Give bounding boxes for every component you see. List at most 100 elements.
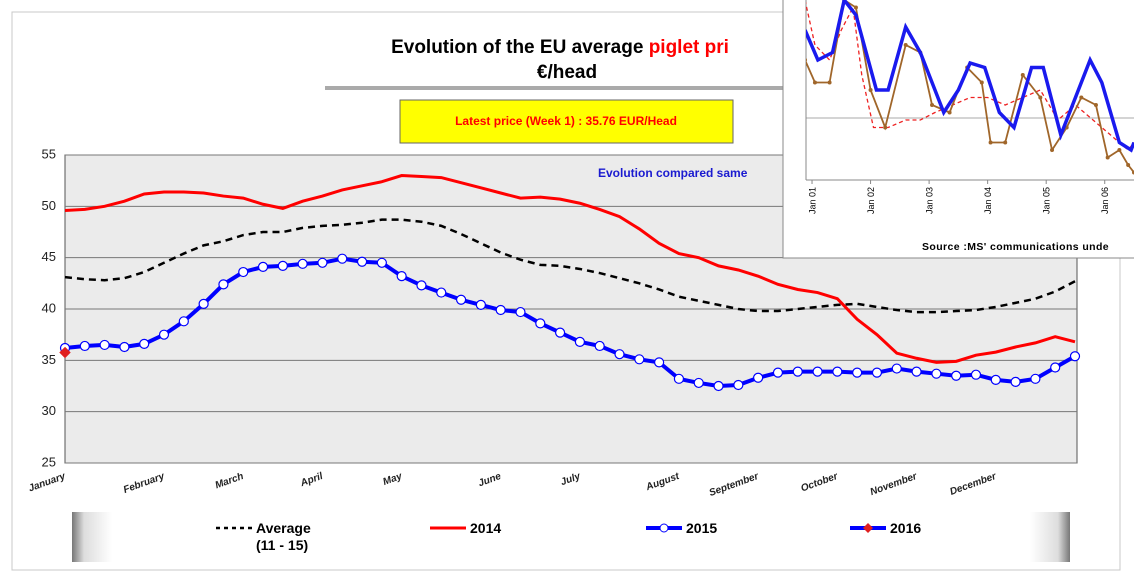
legend-swatch: [430, 526, 466, 530]
latest-price: Latest price (Week 1) : 35.76 EUR/Head: [455, 114, 677, 128]
inset-marker: [1126, 163, 1131, 167]
y-tick-label: 40: [42, 300, 56, 315]
marker: [475, 299, 486, 310]
inset-marker: [1003, 140, 1008, 145]
marker: [376, 257, 387, 268]
y-tick-label: 45: [42, 249, 56, 264]
inset-marker: [1038, 95, 1043, 100]
marker: [1069, 351, 1081, 362]
marker: [634, 354, 645, 365]
legend: Average (11 - 15) 2014 2015 2016: [72, 512, 1070, 562]
marker: [158, 329, 170, 340]
legend-entry: 2016: [848, 520, 921, 536]
inset-marker: [1093, 103, 1098, 107]
marker: [1010, 376, 1021, 387]
marker: [257, 261, 269, 273]
marker: [693, 377, 704, 389]
marker: [356, 256, 368, 267]
legend-swatch: [216, 526, 252, 530]
marker: [733, 379, 744, 391]
series-line: [64, 218, 1076, 314]
legend-entry: 2015: [644, 520, 717, 536]
inset-source: Source :MS' communications unde: [922, 241, 1109, 253]
inset-x-tick-label: Jan 06: [1100, 187, 1110, 214]
marker: [614, 349, 625, 360]
inset-marker: [1117, 148, 1122, 152]
marker: [455, 294, 467, 305]
marker: [951, 370, 962, 381]
inset-marker: [868, 88, 873, 92]
inset-marker: [1050, 148, 1055, 152]
marker: [792, 366, 803, 377]
legend-swatch: [646, 523, 682, 533]
marker: [337, 253, 348, 264]
series-line: [64, 174, 1076, 364]
marker: [436, 287, 447, 298]
marker: [654, 357, 665, 368]
inset-x-tick-label: Jan 03: [924, 187, 934, 214]
marker: [515, 306, 526, 318]
marker: [277, 260, 288, 271]
legend-entry: Average (11 - 15): [214, 520, 328, 554]
inset-marker: [947, 110, 952, 115]
marker: [594, 340, 605, 352]
legend-entry: 2014: [428, 520, 501, 536]
inset-marker: [883, 125, 888, 130]
marker: [852, 367, 863, 378]
marker: [396, 271, 407, 282]
marker: [832, 366, 843, 377]
inset-marker: [853, 5, 858, 10]
inset-x-tick-label: Jan 05: [1042, 187, 1052, 214]
inset-x-tick-label: Jan 04: [983, 187, 993, 214]
inset-x-tick-label: Jan 01: [807, 187, 817, 214]
title-main: Evolution of the EU average: [391, 37, 643, 58]
y-tick-label: 25: [42, 454, 56, 469]
y-tick-label: 55: [42, 146, 56, 161]
inset-marker: [827, 80, 832, 85]
inset-chart: Source :MS' communications unde Jan 01 Ja…: [782, 0, 1134, 259]
marker: [139, 338, 150, 350]
marker: [59, 346, 71, 359]
inset-line: [806, 0, 1134, 153]
inset-marker: [812, 80, 817, 85]
marker: [891, 363, 902, 374]
legend-marker: [863, 523, 873, 533]
series-line: [64, 256, 1076, 389]
legend-swatch: [850, 523, 886, 533]
marker: [317, 257, 328, 268]
marker: [495, 304, 506, 316]
marker: [931, 368, 942, 379]
inset-frame: [782, 0, 1134, 259]
inset-marker: [930, 103, 935, 107]
marker: [772, 367, 784, 378]
y-tick-label: 30: [42, 403, 56, 418]
marker: [753, 372, 764, 383]
legend-marker: [659, 523, 669, 533]
inset-marker: [903, 43, 908, 47]
marker: [970, 369, 982, 380]
marker: [99, 339, 110, 351]
chart-title: Evolution of the EU average piglet pri: [391, 37, 729, 58]
inset-marker: [1079, 95, 1084, 100]
title-highlight: piglet pri: [649, 37, 729, 58]
marker: [990, 374, 1001, 385]
latest-price-box: [399, 99, 734, 144]
y-tick-label: 50: [42, 198, 56, 213]
marker: [1050, 362, 1061, 373]
legend-label: Average (11 - 15): [256, 520, 311, 553]
marker: [871, 367, 883, 378]
inset-marker: [1020, 73, 1025, 77]
y-tick-label: 35: [42, 352, 56, 367]
marker: [1030, 373, 1041, 384]
inset-marker: [979, 80, 984, 85]
marker: [416, 280, 427, 291]
legend-label: 2016: [890, 520, 922, 536]
marker: [178, 316, 189, 327]
marker: [713, 380, 724, 392]
marker: [554, 327, 566, 338]
inset-lines: [806, 0, 1134, 175]
marker: [812, 366, 823, 377]
legend-label: 2014: [470, 520, 502, 536]
legend-label: 2015: [686, 520, 718, 536]
